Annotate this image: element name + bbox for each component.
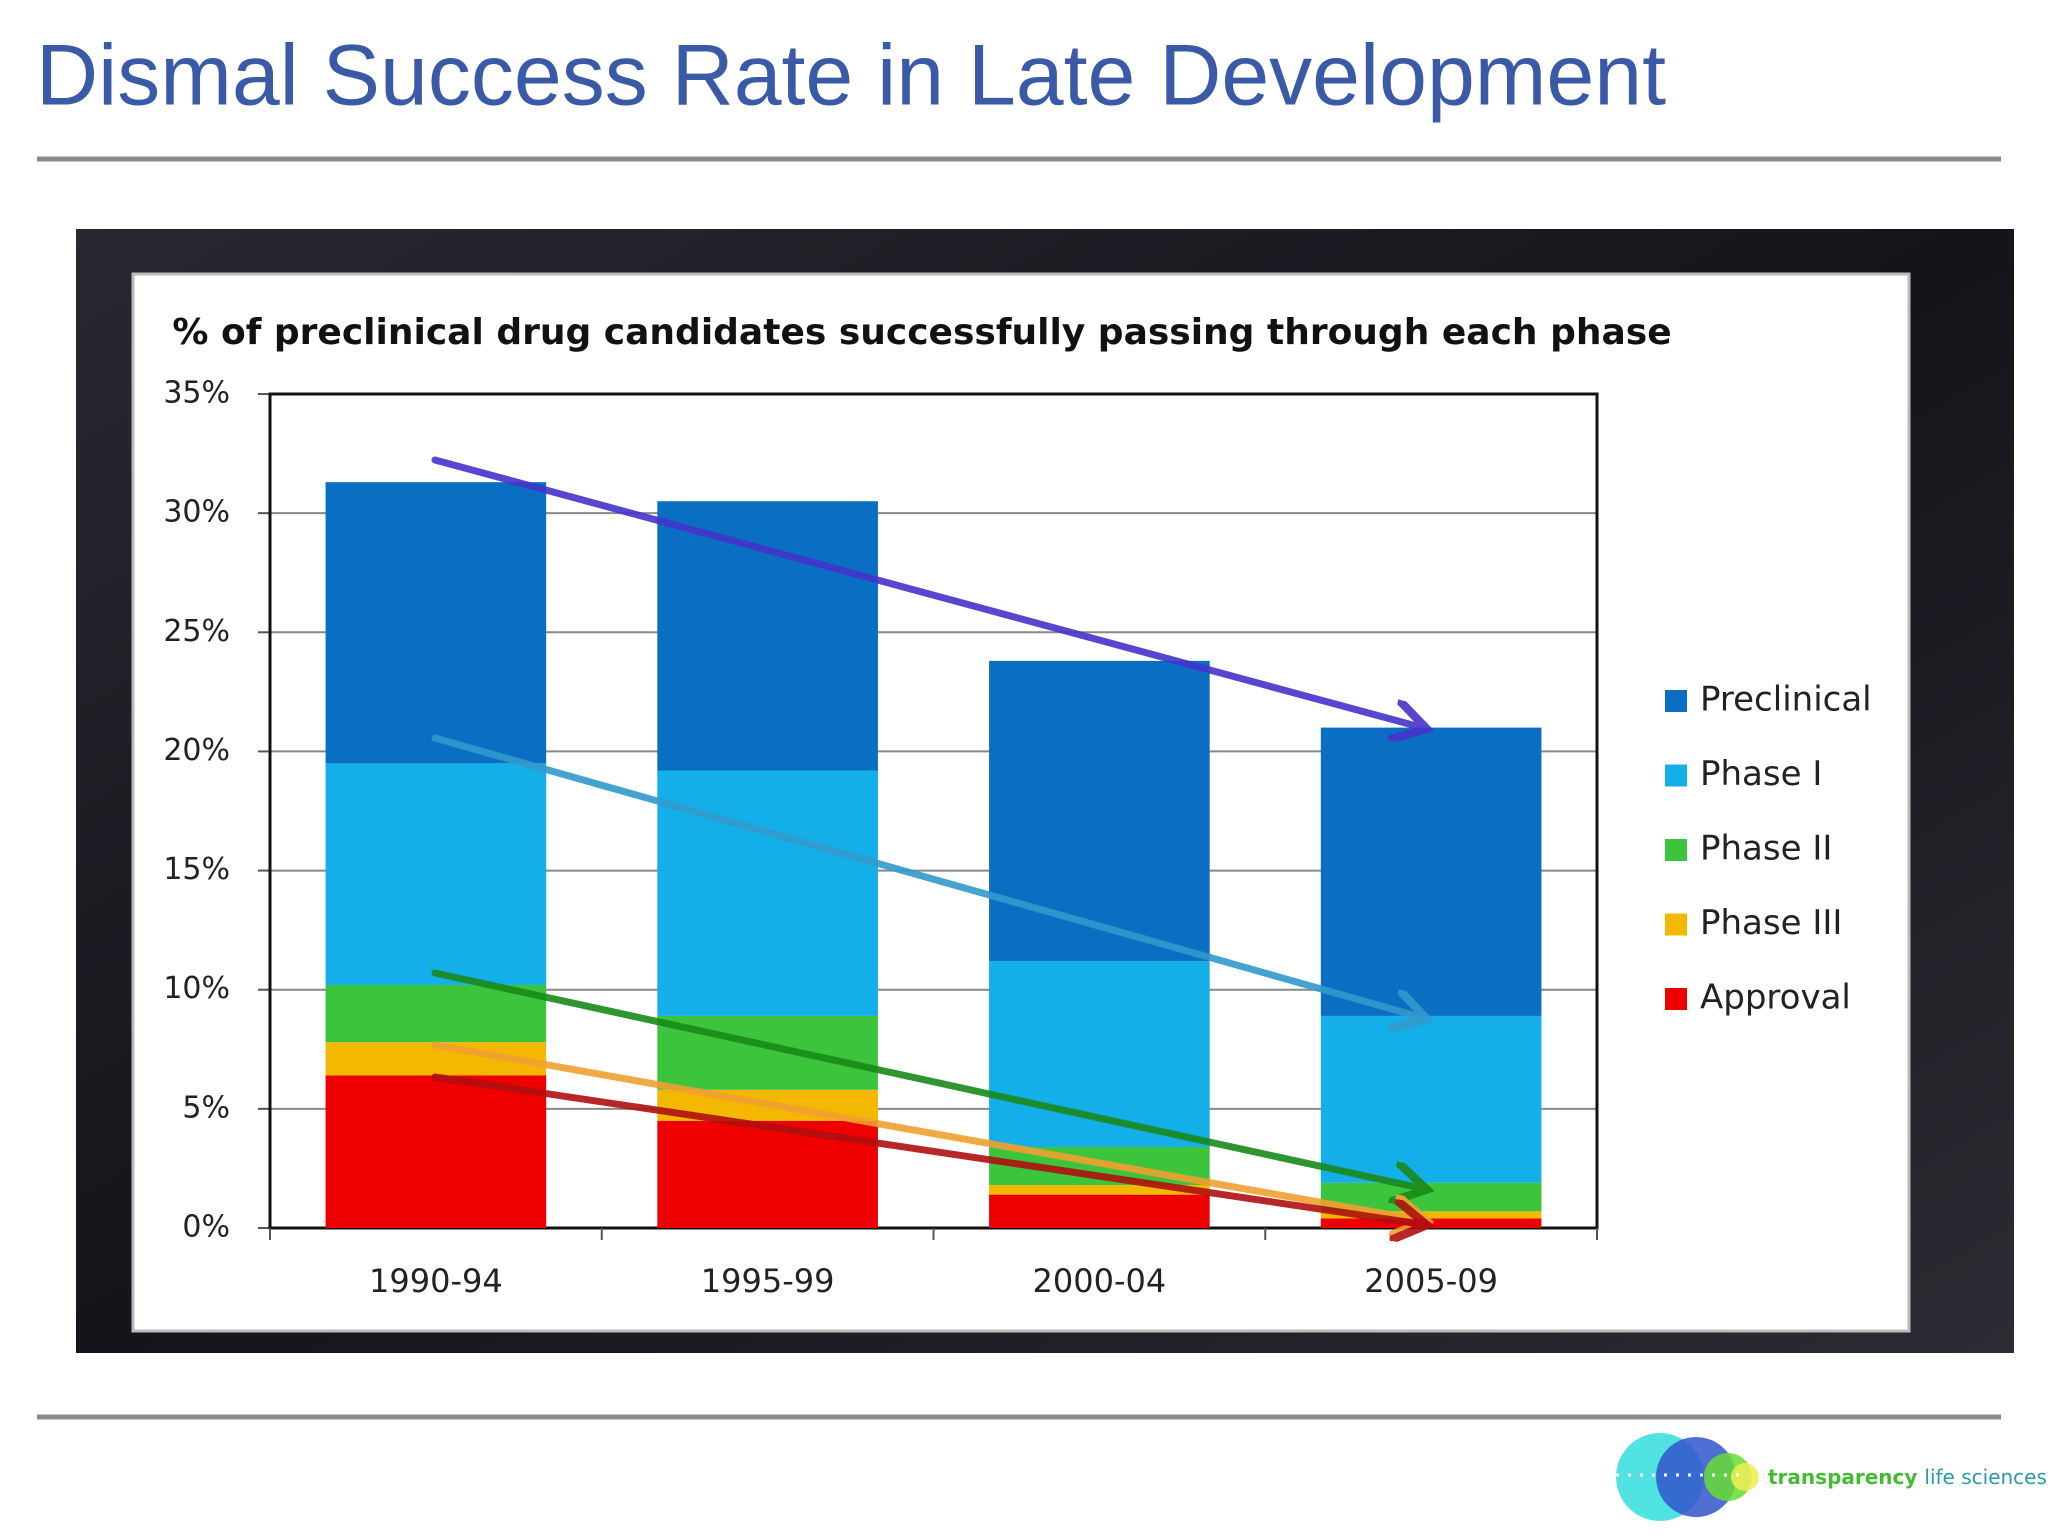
legend-label: Phase I	[1700, 754, 1822, 794]
chart-title: % of preclinical drug candidates success…	[172, 312, 1671, 353]
slide-title: Dismal Success Rate in Late Development	[36, 28, 1666, 124]
trend-arrow	[431, 1073, 1420, 1224]
legend-label: Phase II	[1700, 829, 1832, 869]
legend-swatch	[1665, 690, 1687, 712]
logo-suffix: life sciences	[1924, 1465, 2047, 1489]
legend-swatch	[1665, 988, 1687, 1010]
y-tick-label: 10%	[163, 971, 230, 1006]
y-tick-label: 25%	[163, 614, 230, 649]
trend-arrows	[431, 456, 1420, 1224]
x-tick-label: 1995-99	[701, 1262, 835, 1300]
legend-swatch	[1665, 764, 1687, 787]
legend-label: Approval	[1700, 978, 1851, 1018]
y-tick-label: 35%	[163, 376, 230, 411]
bar-segment	[1320, 1015, 1542, 1183]
trend-arrow	[431, 456, 1420, 727]
legend-swatch	[1665, 913, 1687, 936]
bar-segment	[325, 984, 547, 1043]
bar-segment	[989, 660, 1210, 962]
legend-label: Preclinical	[1700, 680, 1872, 720]
bar-segment	[325, 482, 547, 764]
y-tick-label: 15%	[163, 852, 230, 887]
bar-segment	[657, 501, 878, 771]
bar-segment	[1320, 1218, 1542, 1228]
x-tick-label: 2000-04	[1033, 1262, 1167, 1300]
legend-swatch	[1665, 839, 1687, 861]
legend-label: Phase III	[1700, 903, 1842, 943]
trend-arrow	[431, 1041, 1420, 1220]
trend-arrow	[431, 969, 1420, 1188]
bar-segment	[325, 1075, 547, 1228]
plot: 0% 5% 10% 15% 20% 25% 30% 35% 1990-94 1995-99 2000…	[163, 376, 1871, 1301]
y-tick-label: 0%	[182, 1210, 230, 1245]
logo-circle	[1731, 1463, 1759, 1491]
bar-segment	[989, 1185, 1210, 1195]
trend-arrow	[431, 734, 1420, 1017]
y-tick-label: 20%	[163, 733, 230, 768]
logo: transparency life sciences ©	[1616, 1433, 2048, 1521]
x-tick-label: 2005-09	[1364, 1262, 1498, 1300]
bar-segment	[325, 763, 547, 985]
logo-brand: transparency life sciences ©	[1768, 1465, 2048, 1489]
y-tick-label: 5%	[182, 1090, 230, 1125]
logo-brand-text: transparency	[1768, 1465, 1917, 1489]
bar-segment	[989, 1194, 1210, 1228]
bar-segment	[1320, 727, 1542, 1016]
x-tick-label: 1990-94	[369, 1262, 503, 1300]
y-tick-label: 30%	[163, 495, 230, 530]
